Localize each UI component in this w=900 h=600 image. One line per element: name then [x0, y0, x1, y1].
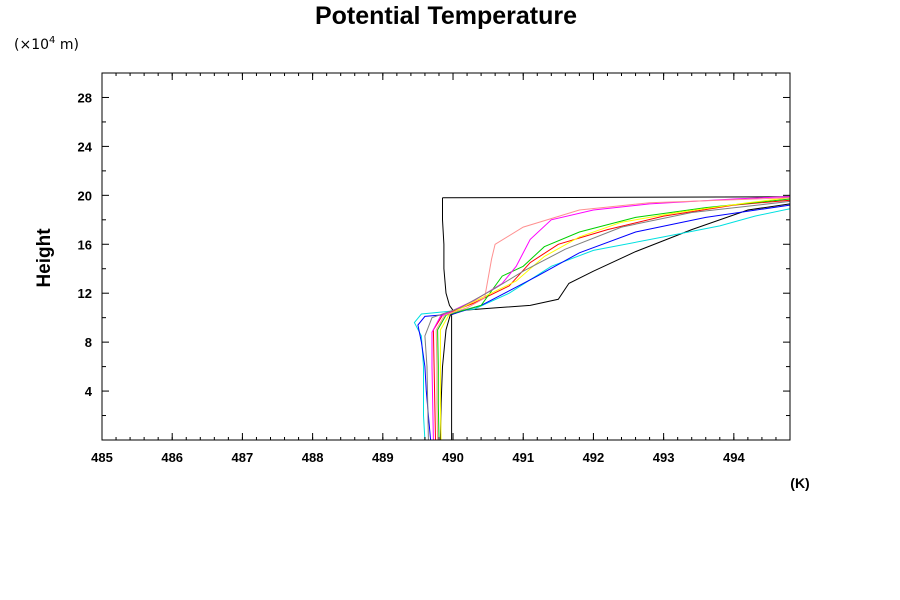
- series-line-11: [435, 197, 790, 440]
- y-axis-label: Height: [34, 228, 55, 288]
- y-tick-label: 8: [85, 335, 92, 350]
- x-tick-label: 487: [232, 450, 254, 465]
- series-line-4: [442, 196, 790, 199]
- x-tick-label: 491: [512, 450, 534, 465]
- x-tick-label: 493: [653, 450, 675, 465]
- y-tick-label: 4: [85, 384, 93, 399]
- series-line-9: [439, 197, 790, 440]
- series-layer: [413, 196, 790, 440]
- tick-labels-layer: 485 486 487 488 489 490 491 492 493 494 4 8 12 16 20 24…: [78, 90, 746, 465]
- plot-frame: [101, 72, 791, 441]
- y-unit-prefix: (×10: [14, 37, 49, 53]
- ticks-layer: [101, 73, 791, 440]
- x-tick-label: 490: [442, 450, 464, 465]
- series-line-2: [439, 203, 790, 440]
- y-tick-label: 28: [78, 90, 92, 105]
- chart-title: Potential Temperature: [315, 2, 577, 30]
- y-unit-suffix: m): [55, 37, 79, 53]
- series-line-5: [413, 208, 790, 440]
- x-tick-label: 494: [723, 450, 745, 465]
- x-tick-label: 492: [583, 450, 605, 465]
- y-tick-label: 12: [78, 286, 92, 301]
- x-tick-label: 489: [372, 450, 394, 465]
- series-line-6: [417, 204, 790, 440]
- series-line-12: [424, 200, 790, 440]
- series-line-3: [442, 197, 454, 311]
- y-tick-label: 20: [78, 188, 92, 203]
- series-line-10: [431, 196, 790, 440]
- x-unit-label: (K): [790, 475, 809, 491]
- y-tick-label: 24: [78, 139, 93, 154]
- y-unit-label: (×104 m): [14, 35, 79, 53]
- x-tick-label: 488: [302, 450, 324, 465]
- y-unit-exponent: 4: [49, 35, 55, 46]
- x-tick-label: 486: [161, 450, 183, 465]
- y-tick-label: 16: [78, 237, 92, 252]
- series-line-8: [437, 198, 790, 440]
- series-line-7: [432, 199, 790, 440]
- x-tick-label: 485: [91, 450, 113, 465]
